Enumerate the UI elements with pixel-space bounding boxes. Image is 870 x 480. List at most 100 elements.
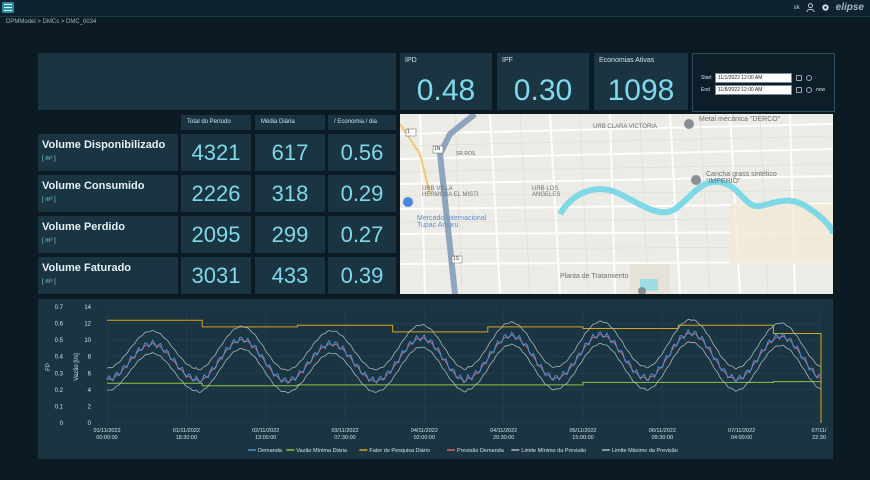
legend-label: Demanda — [258, 448, 283, 454]
row-unit: [ m³ ] — [42, 238, 56, 244]
series-fator-pesquisa — [107, 319, 822, 423]
cell-total: 3031 — [181, 257, 251, 294]
kpi-value: 0.30 — [513, 74, 573, 107]
end-label: End — [701, 87, 710, 93]
cell-economia: 0.29 — [328, 175, 396, 212]
y-right-tick-label: 2 — [88, 404, 92, 410]
row-unit: [ m³ ] — [42, 197, 56, 203]
kpi-ipf: IPF 0.30 — [497, 53, 589, 110]
kpi-ipd: IPD 0.48 — [400, 53, 492, 110]
row-title: Volume Disponibilizado — [42, 139, 166, 151]
row-title: Volume Perdido — [42, 221, 125, 233]
cell-economia: 0.39 — [328, 257, 396, 294]
street-label: SR ROS — [456, 151, 476, 157]
series-previsao-demanda — [106, 332, 822, 383]
header-actions: sk elipse — [794, 2, 864, 13]
breadcrumb-item[interactable]: DMC_0034 — [66, 19, 97, 25]
row-label-consumido: Volume Consumido [ m³ ] — [38, 175, 178, 212]
series-limite-minimo — [106, 341, 822, 394]
clock-icon[interactable] — [806, 87, 812, 93]
x-tick-label: 20:30:00 — [493, 435, 514, 441]
breadcrumb: DPMModel > DMCs > DMC_0034 — [6, 19, 97, 25]
y-left-tick-label: 0.5 — [55, 338, 64, 344]
chart-canvas: 0 0.1 0.2 0.3 0.4 0.5 0.6 0.7 0 2 4 6 8 10 12 14 FP Vazão… — [46, 305, 827, 454]
row-unit: [ m³ ] — [42, 279, 56, 285]
end-date-input[interactable]: 11/8/2022 12:00 AM — [715, 85, 792, 95]
x-tick-label: 06/11/2022 — [649, 428, 676, 434]
cell-economia: 0.27 — [328, 216, 396, 253]
series-limite-maximo — [106, 318, 822, 371]
x-tick-label: 22:30 — [812, 435, 826, 441]
map-label: URB VILLA HERMOSA EL MISTI — [422, 186, 479, 198]
map-poi[interactable]: Cancha grass sintético "IMPERIO" — [706, 171, 777, 185]
cell-media: 299 — [255, 216, 325, 253]
kpi-value: 0.48 — [416, 74, 476, 107]
now-button[interactable]: now — [816, 87, 826, 93]
breadcrumb-item[interactable]: DMCs — [42, 19, 60, 25]
settings-icon[interactable] — [821, 3, 830, 12]
x-tick-label: 05/11/2022 — [569, 428, 596, 434]
map-label: URB LOS ANGELES — [532, 186, 561, 198]
y-left-tick-label: 0.4 — [55, 355, 64, 361]
legend-label: Previsão Demanda — [457, 448, 505, 454]
y-left-tick-label: 0.7 — [55, 305, 64, 311]
col-header-economia: / Economia / dia — [328, 115, 396, 130]
map-poi[interactable]: Metal mecánica "DERCO" — [699, 116, 781, 123]
road-shield: 1S — [453, 256, 460, 262]
menu-icon[interactable] — [2, 2, 14, 13]
cell-media: 433 — [255, 257, 325, 294]
map-label: URB CLARA VICTORIA — [593, 124, 657, 130]
kpi-label: IPF — [502, 57, 513, 64]
x-tick-label: 07/11/2022 — [728, 428, 755, 434]
calendar-icon[interactable] — [796, 75, 802, 81]
road-shield: 1 — [407, 129, 410, 135]
map-view[interactable]: URB CLARA VICTORIA URB VILLA HERMOSA EL … — [400, 114, 833, 294]
y-right-tick-label: 8 — [88, 355, 92, 361]
calendar-icon[interactable] — [796, 87, 802, 93]
x-tick-label: 01/11/2022 — [173, 428, 200, 434]
x-tick-label: 04:00:00 — [731, 435, 752, 441]
y-left-tick-label: 0.1 — [55, 404, 64, 410]
y-right-tick-label: 0 — [88, 421, 92, 427]
user-icon[interactable] — [806, 3, 815, 12]
row-unit: [ m³ ] — [42, 156, 56, 162]
title-panel — [38, 53, 396, 110]
demand-chart[interactable]: 0 0.1 0.2 0.3 0.4 0.5 0.6 0.7 0 2 4 6 8 10 12 14 FP Vazão… — [38, 299, 833, 459]
series-vazao-minima — [107, 381, 821, 387]
legend-label: Vazão Mínima Diária — [296, 448, 348, 454]
x-tick-label: 09:30:00 — [652, 435, 673, 441]
x-tick-label: 04/11/2022 — [411, 428, 438, 434]
y-left-tick-label: 0 — [60, 421, 64, 427]
map-poi[interactable]: Mercado Internacional Tupac Amaru — [417, 215, 487, 229]
clock-icon[interactable] — [806, 75, 812, 81]
y-left-axis-label: FP — [46, 363, 52, 371]
x-tick-label: 07/11/ — [812, 428, 827, 434]
y-right-axis-label: Vazão [l/s] — [74, 353, 80, 381]
top-bar: sk elipse — [0, 0, 870, 17]
x-tick-label: 02/11/2022 — [252, 428, 279, 434]
x-tick-label: 04/11/2022 — [490, 428, 517, 434]
user-initials: sk — [793, 4, 800, 11]
cell-media: 318 — [255, 175, 325, 212]
x-tick-label: 02:00:00 — [414, 435, 435, 441]
kpi-value: 1098 — [607, 74, 675, 107]
x-tick-label: 00:00:00 — [96, 435, 117, 441]
col-header-total: Total do Período — [181, 115, 251, 130]
start-date-input[interactable]: 11/1/2022 12:00 AM — [715, 73, 792, 83]
row-label-perdido: Volume Perdido [ m³ ] — [38, 216, 178, 253]
map-poi[interactable]: Planta de Tratamiento — [560, 273, 629, 280]
elipse-logo: elipse — [835, 2, 864, 13]
x-tick-label: 03/11/2022 — [331, 428, 358, 434]
y-right-tick-label: 14 — [84, 305, 91, 311]
legend-label: Limite Máximo da Previsão — [612, 448, 678, 454]
col-header-media: Média Diária — [255, 115, 325, 130]
series-demanda — [106, 328, 822, 385]
cell-economia: 0.56 — [328, 134, 396, 171]
x-tick-label: 13:00:00 — [255, 435, 276, 441]
x-tick-label: 07:30:00 — [334, 435, 355, 441]
start-row: Start 11/1/2022 12:00 AM — [701, 73, 812, 83]
breadcrumb-item[interactable]: DPMModel — [6, 19, 36, 25]
row-label-disponibilizado: Volume Disponibilizado [ m³ ] — [38, 134, 178, 171]
x-tick-label: 15:00:00 — [572, 435, 593, 441]
y-right-tick-label: 10 — [84, 338, 91, 344]
